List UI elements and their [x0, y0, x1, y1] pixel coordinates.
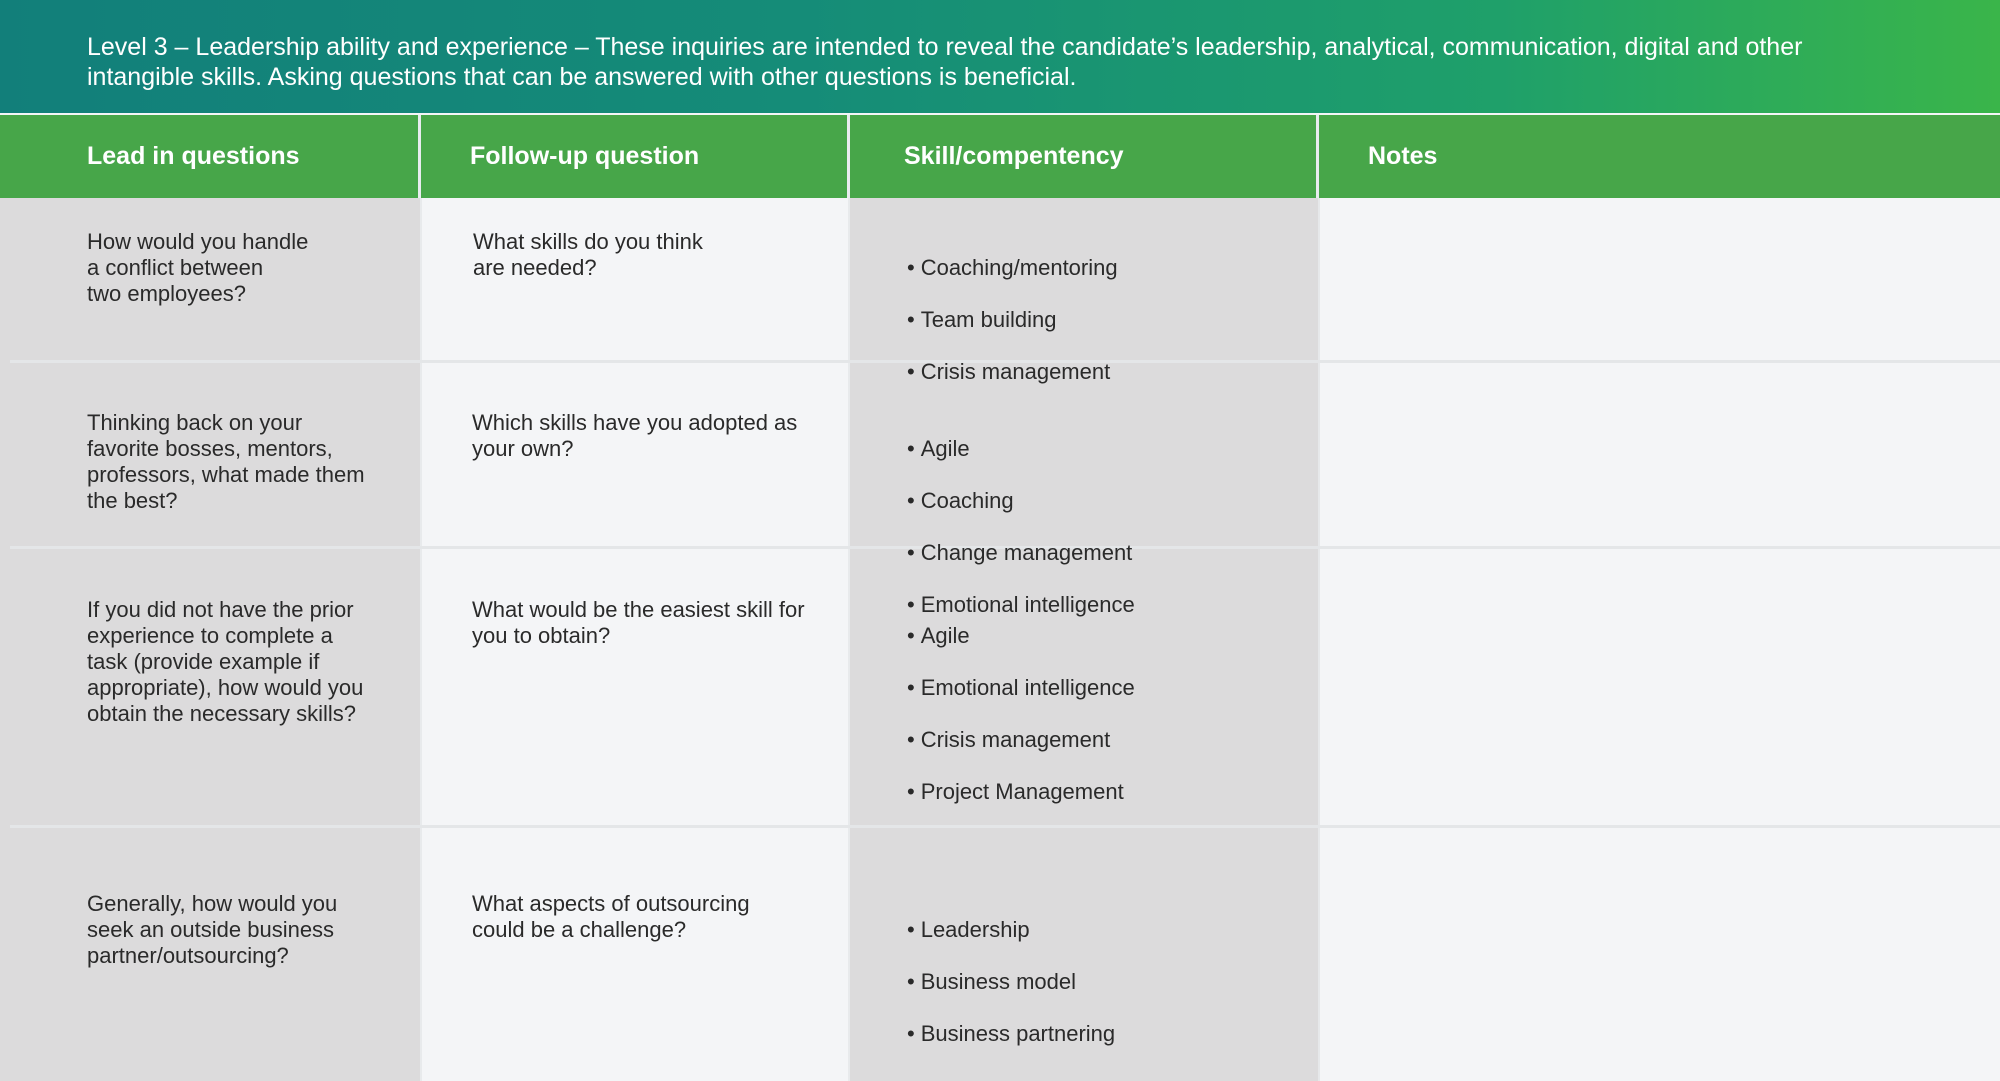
column-divider — [420, 198, 422, 1081]
skill-list-3: • Agile • Emotional intelligence • Crisis m… — [907, 597, 1135, 831]
skill-item: • Agile — [907, 623, 970, 648]
skill-item: • Business partnering — [907, 1021, 1116, 1046]
skill-list-4: • Leadership • Business model • Business pa… — [907, 891, 1115, 1073]
skill-item: • Crisis management — [907, 727, 1111, 752]
skill-item: • Agile — [907, 436, 970, 461]
skill-item: • Project Management — [907, 779, 1124, 804]
header-follow-up-question: Follow-up question — [470, 142, 700, 170]
lead-question-1: How would you handle a conflict between … — [87, 229, 309, 306]
lead-question-2: Thinking back on your favorite bosses, m… — [87, 410, 365, 513]
lead-question-3: If you did not have the prior experience… — [87, 597, 364, 726]
skill-item: • Team building — [907, 307, 1057, 332]
column-follow-up — [421, 198, 849, 1081]
column-divider — [848, 198, 850, 1081]
skill-item: • Change management — [907, 540, 1133, 565]
skill-item: • Emotional intelligence — [907, 592, 1135, 617]
header-skill-competency: Skill/compentency — [904, 142, 1124, 170]
skill-item: • Coaching — [907, 488, 1014, 513]
skill-list-2: • Agile • Coaching • Change management • Emo… — [907, 410, 1135, 644]
column-lead-in — [0, 198, 420, 1081]
header-notes: Notes — [1368, 142, 1438, 170]
followup-question-3: What would be the easiest skill for you … — [472, 597, 805, 648]
skill-item: • Coaching/mentoring — [907, 255, 1118, 280]
intro-text: Level 3 – Leadership ability and experie… — [87, 33, 1803, 91]
header-lead-in-questions: Lead in questions — [87, 142, 300, 170]
skill-item: • Leadership — [907, 917, 1030, 942]
lead-question-4: Generally, how would you seek an outside… — [87, 891, 338, 968]
skill-list-1: • Coaching/mentoring • Team building • Cris… — [907, 229, 1118, 411]
followup-question-1: What skills do you think are needed? — [473, 229, 703, 280]
header-divider — [418, 115, 421, 198]
row-divider — [10, 546, 2000, 549]
header-divider — [1316, 115, 1319, 198]
skill-item: • Business model — [907, 969, 1077, 994]
row-divider — [10, 825, 2000, 828]
followup-question-4: What aspects of outsourcing could be a c… — [472, 891, 750, 942]
column-notes — [1318, 198, 2000, 1081]
table-header-row: Lead in questions Follow-up question Ski… — [0, 115, 2000, 198]
followup-question-2: Which skills have you adopted as your ow… — [472, 410, 798, 461]
skill-item: • Crisis management — [907, 359, 1111, 384]
intro-banner: Level 3 – Leadership ability and experie… — [0, 0, 2000, 113]
row-divider — [10, 360, 2000, 363]
skill-item: • Emotional intelligence — [907, 675, 1135, 700]
header-divider — [847, 115, 850, 198]
column-skills — [850, 198, 1318, 1081]
